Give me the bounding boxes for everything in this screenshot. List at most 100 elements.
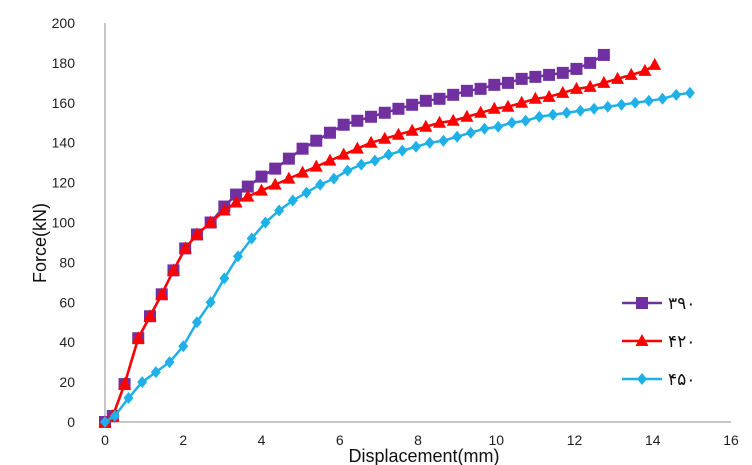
data-point bbox=[671, 88, 682, 101]
y-axis-ticks: 0 20 40 60 80 100 120 140 160 180 200 bbox=[52, 15, 76, 430]
data-point bbox=[337, 118, 350, 131]
legend-item: ۴۲۰ bbox=[622, 332, 695, 352]
data-point bbox=[465, 126, 476, 139]
data-point bbox=[474, 82, 487, 95]
x-tick-label: 6 bbox=[336, 432, 344, 448]
data-point bbox=[460, 109, 474, 122]
data-point bbox=[493, 120, 504, 133]
data-point bbox=[356, 158, 367, 171]
y-tick-label: 100 bbox=[52, 215, 76, 231]
data-point bbox=[282, 171, 296, 184]
legend-marker bbox=[636, 297, 648, 309]
data-point bbox=[191, 316, 202, 329]
data-point bbox=[529, 70, 542, 83]
data-point bbox=[323, 126, 336, 139]
data-point bbox=[575, 104, 586, 117]
data-point bbox=[583, 79, 597, 92]
data-point bbox=[488, 78, 501, 91]
y-axis-title: Force(kN) bbox=[30, 203, 50, 283]
data-point bbox=[351, 114, 364, 127]
data-point bbox=[406, 98, 419, 111]
data-point bbox=[274, 204, 285, 217]
x-tick-label: 12 bbox=[567, 432, 583, 448]
legend: ۳۹۰ ۴۲۰ ۴۵۰ bbox=[622, 294, 695, 390]
data-point bbox=[602, 100, 613, 113]
data-point bbox=[589, 102, 600, 115]
data-point bbox=[452, 130, 463, 143]
plot-area bbox=[104, 23, 731, 423]
y-tick-label: 180 bbox=[52, 55, 76, 71]
data-point bbox=[643, 94, 654, 107]
data-point bbox=[419, 119, 433, 132]
data-point bbox=[433, 92, 446, 105]
data-point bbox=[260, 216, 271, 229]
data-point bbox=[296, 165, 310, 178]
data-point bbox=[424, 136, 435, 149]
data-point bbox=[301, 186, 312, 199]
data-point bbox=[323, 153, 337, 166]
data-point bbox=[684, 86, 695, 99]
data-point bbox=[446, 113, 460, 126]
data-point bbox=[315, 178, 326, 191]
data-point bbox=[534, 110, 545, 123]
data-point bbox=[657, 92, 668, 105]
data-point bbox=[378, 131, 392, 144]
data-point bbox=[506, 116, 517, 129]
data-point bbox=[219, 272, 230, 285]
data-point bbox=[137, 376, 148, 389]
data-point bbox=[342, 164, 353, 177]
data-point bbox=[648, 57, 662, 70]
data-point bbox=[378, 106, 391, 119]
data-point bbox=[310, 134, 323, 147]
data-point bbox=[543, 68, 556, 81]
data-point bbox=[204, 215, 218, 228]
data-point bbox=[296, 142, 309, 155]
series-layer bbox=[98, 48, 695, 428]
legend-item: ۳۹۰ bbox=[622, 294, 695, 314]
data-point bbox=[337, 147, 351, 160]
data-point bbox=[569, 81, 583, 94]
data-point bbox=[411, 140, 422, 153]
y-tick-label: 20 bbox=[59, 374, 75, 390]
data-point bbox=[556, 66, 569, 79]
y-tick-label: 80 bbox=[59, 254, 75, 270]
data-point bbox=[190, 227, 204, 240]
legend-marker bbox=[635, 334, 649, 346]
series-1 bbox=[98, 57, 662, 427]
y-tick-label: 0 bbox=[67, 414, 75, 430]
series-line bbox=[104, 91, 691, 424]
data-point bbox=[178, 241, 192, 254]
x-tick-label: 4 bbox=[258, 432, 266, 448]
data-point bbox=[547, 108, 558, 121]
data-point bbox=[131, 331, 145, 344]
x-tick-label: 2 bbox=[179, 432, 187, 448]
data-point bbox=[638, 63, 652, 76]
data-point bbox=[205, 296, 216, 309]
x-axis-ticks: 0 2 4 6 8 10 12 14 16 bbox=[101, 432, 739, 448]
legend-label: ۳۹۰ bbox=[668, 294, 695, 314]
series-2 bbox=[100, 86, 695, 428]
data-point bbox=[155, 287, 169, 300]
series-0 bbox=[99, 48, 610, 428]
data-point bbox=[255, 170, 268, 183]
x-tick-label: 10 bbox=[488, 432, 504, 448]
data-point bbox=[542, 89, 556, 102]
data-point bbox=[150, 366, 161, 379]
x-tick-label: 8 bbox=[414, 432, 422, 448]
legend-marker bbox=[637, 373, 647, 385]
data-point bbox=[616, 98, 627, 111]
legend-item: ۴۵۰ bbox=[622, 370, 695, 390]
y-tick-label: 200 bbox=[52, 15, 76, 31]
y-tick-label: 60 bbox=[59, 294, 75, 310]
data-point bbox=[287, 194, 298, 207]
data-point bbox=[229, 195, 243, 208]
data-point bbox=[369, 154, 380, 167]
data-point bbox=[178, 340, 189, 353]
data-point bbox=[433, 115, 447, 128]
data-point bbox=[143, 309, 157, 322]
data-point bbox=[447, 88, 460, 101]
data-point bbox=[230, 188, 243, 201]
data-point bbox=[365, 110, 378, 123]
data-point bbox=[597, 48, 610, 61]
